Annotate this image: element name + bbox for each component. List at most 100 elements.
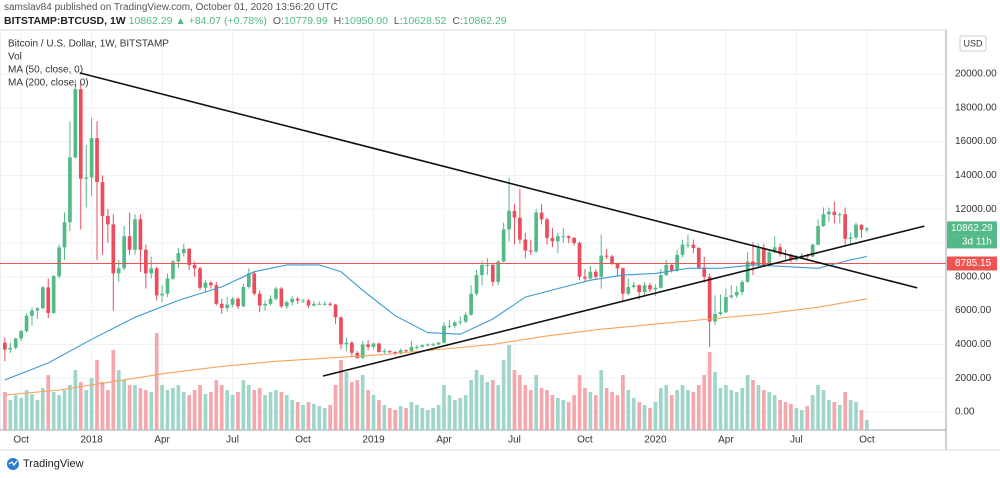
volume-bar [203,394,208,430]
volume-bar [577,375,582,430]
symbol-line: BITSTAMP:BTCUSD, 1W 10862.29 ▲ +84.07 (+… [4,15,507,27]
candle-body [241,286,246,307]
volume-bar [718,388,723,430]
candle-body [176,253,181,262]
ohlc-label: O: [272,15,284,27]
volume-bar [68,385,72,430]
volume-bar [339,360,343,430]
y-tick-label: 20000.00 [955,69,997,80]
volume-bar [279,392,284,430]
author-line: samslav84 published on TradingView.com, … [4,2,338,13]
volume-bar [57,395,61,430]
y-tick-label: 2000.00 [955,373,992,384]
candle-body [496,261,501,282]
volume-bar [252,390,257,430]
volume-bar [740,388,745,430]
volume-bar [518,375,522,430]
candle-body [317,303,322,305]
volume-bar [3,392,7,430]
volume-bar [8,400,13,430]
volume-bar [805,406,810,430]
currency-box[interactable] [959,35,987,52]
candle-body [621,268,625,294]
candle-body [480,264,484,276]
currency: USD [963,38,983,48]
volume-bar [642,405,647,430]
candle-body [816,226,820,245]
y-tick-label: 8000.00 [955,271,992,282]
volume-bar [593,395,598,430]
volume-bar [848,400,853,430]
y-tick-label: 0.00 [955,407,975,418]
y-tick-label: 12000.00 [955,204,997,215]
x-tick-label: Apr [154,435,170,446]
volume-bar [583,388,587,430]
candle-body [469,293,473,315]
candle-body [138,219,143,250]
volume-bar [854,402,858,430]
candle-body [431,344,435,346]
candle-body [295,298,300,301]
volume-bar [181,392,186,430]
volume-bar [507,345,511,430]
volume-bar [133,385,137,430]
candle-body [729,295,734,298]
candle-body [30,310,34,316]
ohlc-label: L: [393,15,403,27]
volume-bar [214,380,219,430]
volume-bar [382,405,387,430]
volume-bar [122,380,126,430]
candle-body [274,288,278,299]
volume-bar [30,394,34,430]
candle-body [566,236,571,238]
candle-body [333,304,338,318]
candle-body [160,293,164,296]
volume-bar [377,400,381,430]
volume-bar [409,402,414,430]
candle-body [404,350,408,352]
volume-bar [463,395,468,430]
volume-bar [588,392,593,430]
candle-body [827,211,831,215]
volume-bar [398,406,403,430]
candle-body [740,281,745,292]
volume-bar [452,400,457,430]
volume-bar [686,390,690,430]
volume-bar [669,395,674,430]
volume-bar [100,382,105,430]
candle-body [626,286,631,294]
brand[interactable]: TradingView [23,458,84,470]
candle-body [84,177,89,179]
candle-body [648,285,652,290]
volume-bar [317,406,322,430]
volume-bar [572,395,576,430]
candle-body [127,236,132,250]
candle-body [133,219,137,250]
volume-bar [40,388,45,430]
candle-body [442,325,446,343]
candle-body [225,304,229,309]
volume-bar [832,402,837,430]
volume-bar [772,395,777,430]
candle-body [252,273,257,294]
candle-body [680,244,685,255]
candle-body [539,212,544,220]
trend-line [322,225,925,377]
volume-bar [225,390,229,430]
volume-bar [328,405,332,430]
candle-body [745,261,750,282]
candle-body [425,344,430,346]
candle-body [154,268,159,296]
candle-body [246,273,251,287]
volume-bar [176,385,181,430]
volume-bar [349,382,354,430]
volume-bar [664,385,669,430]
volume-bar [257,388,262,430]
candle-body [583,276,587,279]
volume-bar [550,395,555,430]
axis-layer: 0.002000.004000.006000.008000.0010000.00… [13,69,997,446]
legend-entry: MA (50, close, 0) [8,65,83,76]
volume-bar [534,375,539,430]
candle-body [642,285,647,292]
